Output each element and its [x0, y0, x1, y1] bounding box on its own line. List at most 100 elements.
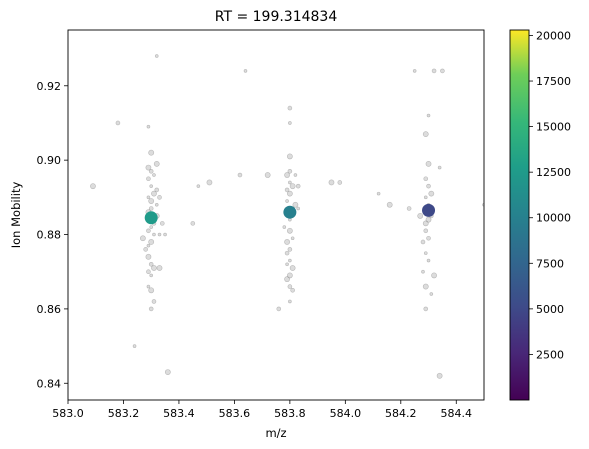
background-point [288, 121, 292, 125]
background-point [423, 195, 428, 200]
background-point [145, 164, 152, 171]
background-point [149, 225, 153, 229]
colorbar-tick-label: 15000 [536, 121, 571, 134]
background-point [286, 190, 293, 197]
background-point [264, 172, 271, 178]
background-point [146, 195, 151, 200]
background-point [146, 243, 151, 248]
background-point [328, 179, 335, 186]
background-point [157, 195, 162, 200]
background-point [285, 262, 289, 267]
background-point [148, 206, 154, 211]
highlighted-point [422, 203, 436, 217]
background-point [337, 180, 343, 185]
background-point [146, 228, 151, 234]
x-tick-label: 584.4 [441, 407, 473, 420]
background-point [420, 239, 426, 245]
x-tick-label: 583.0 [52, 407, 84, 420]
background-point [426, 183, 431, 189]
background-point [156, 265, 163, 271]
background-point [115, 120, 121, 126]
background-point [151, 299, 157, 304]
background-point [132, 344, 137, 348]
background-point [285, 199, 289, 203]
y-axis: 0.84 0.86 0.88 0.90 0.92 [37, 80, 68, 390]
background-point [284, 250, 290, 256]
chart-title: RT = 199.314834 [215, 9, 338, 25]
background-point [421, 269, 425, 274]
background-point [139, 235, 146, 242]
y-axis-label: Ion Mobility [9, 182, 23, 249]
background-point [154, 54, 159, 58]
x-axis: 583.0 583.2 583.4 583.6 583.8 584.0 584.2 584.4 [52, 400, 472, 420]
background-point [292, 201, 299, 208]
background-point [284, 172, 290, 178]
background-point [423, 306, 429, 312]
background-point [417, 213, 424, 219]
x-tick-label: 583.8 [274, 407, 306, 420]
background-point [90, 183, 96, 190]
colorbar-tick-label: 12500 [536, 166, 571, 179]
colorbar-tick-label: 7500 [536, 257, 564, 270]
background-point [163, 232, 167, 237]
background-point [153, 160, 160, 167]
background-point [286, 153, 293, 160]
colorbar-tick-label: 2500 [536, 348, 564, 361]
background-point [286, 227, 293, 234]
background-point [154, 187, 160, 193]
background-point [148, 169, 154, 174]
background-point [276, 306, 282, 312]
highlighted-point [283, 205, 297, 219]
y-tick-label: 0.88 [37, 229, 62, 242]
background-point [436, 372, 443, 379]
background-point [148, 261, 154, 267]
background-point [164, 369, 171, 376]
background-point [425, 160, 432, 167]
background-point [284, 239, 290, 245]
background-point [288, 299, 292, 304]
background-point [431, 68, 437, 74]
x-axis-label: m/z [265, 426, 286, 440]
background-point [426, 113, 431, 118]
background-point [431, 272, 437, 279]
background-point [146, 284, 151, 289]
colorbar-axis: 2500 5000 7500 10000 12500 15000 17500 20000 [529, 29, 571, 361]
background-point [146, 124, 151, 129]
background-point [429, 292, 434, 296]
background-point [423, 176, 429, 182]
background-point [289, 183, 296, 190]
background-point [282, 225, 287, 229]
background-point [290, 287, 295, 293]
y-tick-label: 0.90 [37, 154, 62, 167]
background-point [148, 287, 155, 294]
background-point [288, 258, 292, 263]
x-tick-label: 583.6 [219, 407, 251, 420]
background-point [148, 149, 155, 156]
background-point [423, 228, 429, 234]
background-point [196, 184, 201, 188]
background-point [154, 202, 159, 207]
plot-frame [67, 29, 485, 401]
background-point [152, 173, 156, 177]
colorbar-tick-label: 10000 [536, 212, 571, 225]
background-point [422, 131, 429, 138]
background-point [286, 272, 293, 279]
background-point [243, 69, 248, 73]
colorbar-tick-label: 5000 [536, 303, 564, 316]
background-point [149, 184, 153, 188]
x-tick-label: 583.2 [108, 407, 140, 420]
background-point [386, 201, 393, 208]
background-point [146, 269, 151, 275]
colorbar-tick-label: 17500 [536, 75, 571, 88]
background-point [423, 251, 428, 255]
background-point [287, 247, 293, 252]
background-point [157, 232, 162, 237]
x-tick-label: 584.0 [330, 407, 362, 420]
background-point [376, 191, 381, 196]
background-point [296, 206, 300, 211]
background-point [295, 183, 301, 189]
y-tick-label: 0.92 [37, 80, 62, 93]
y-tick-label: 0.84 [37, 377, 62, 390]
background-point [148, 198, 155, 204]
